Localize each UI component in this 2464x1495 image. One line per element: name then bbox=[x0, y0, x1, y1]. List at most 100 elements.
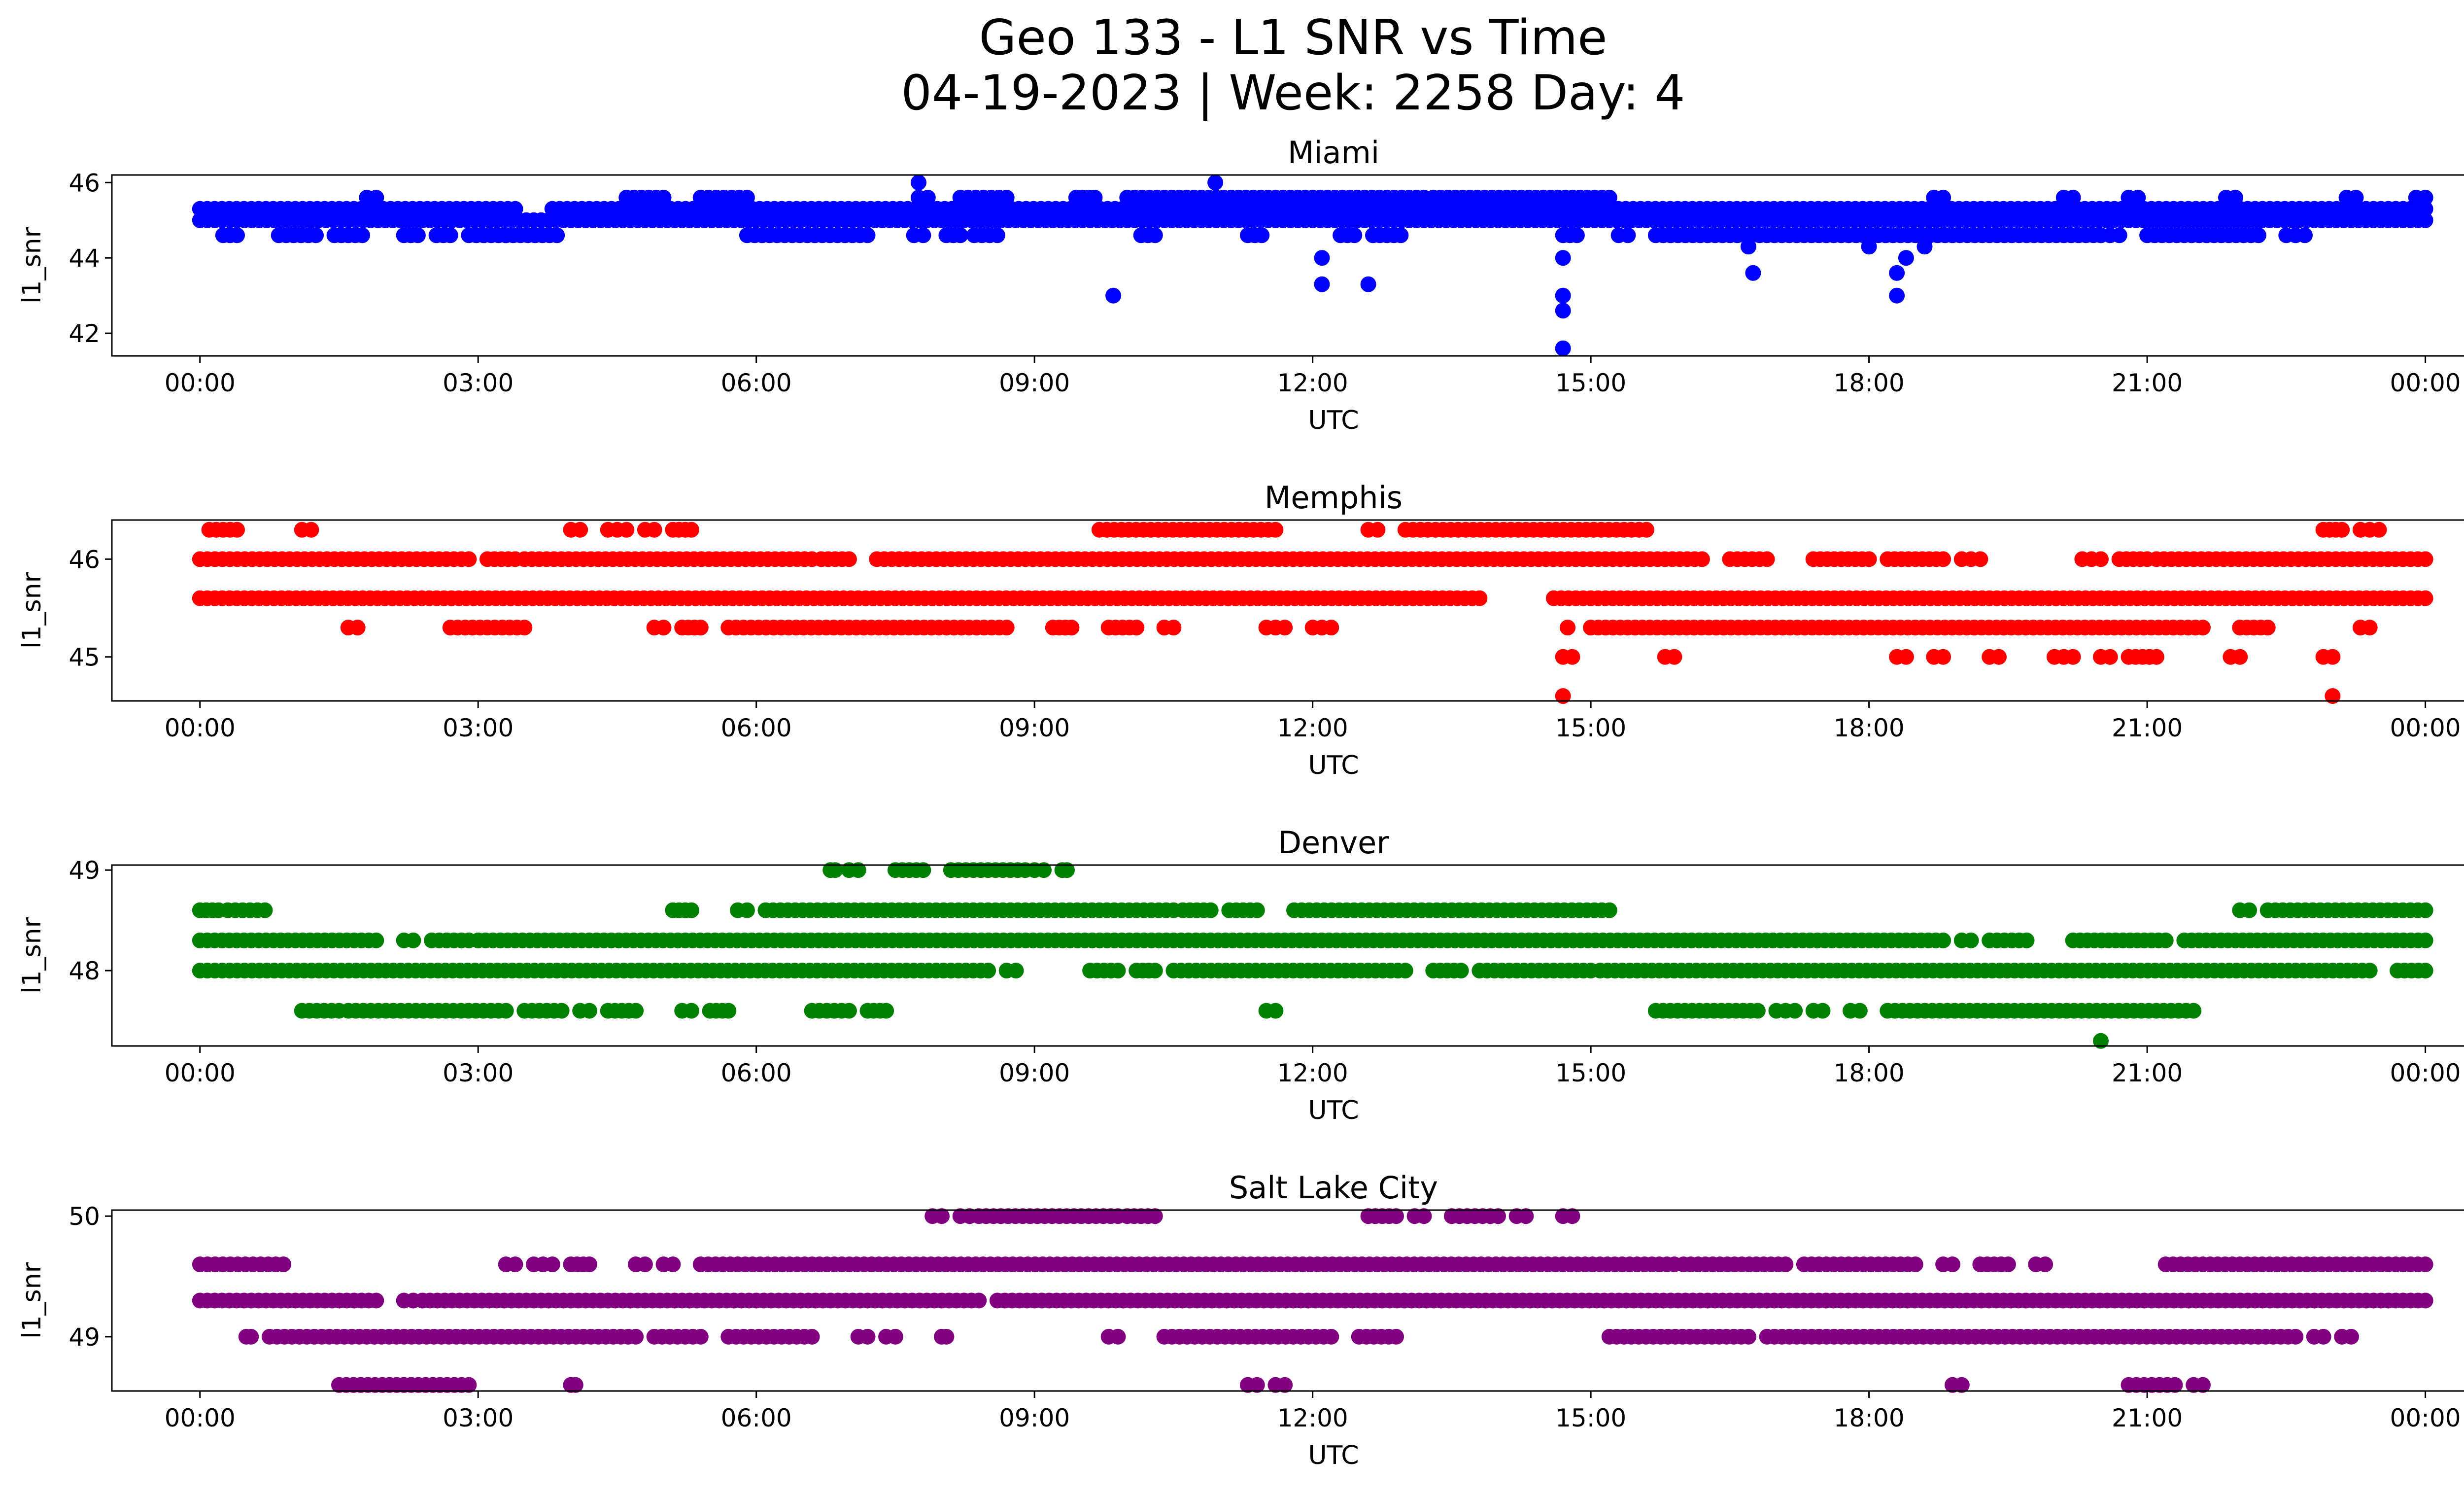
x-tick-label: 06:00 bbox=[721, 714, 792, 742]
data-point bbox=[2148, 649, 2164, 665]
data-point bbox=[461, 1377, 477, 1393]
data-point bbox=[1202, 902, 1219, 918]
data-point bbox=[2417, 902, 2433, 918]
data-point bbox=[692, 1328, 709, 1345]
x-axis-label: UTC bbox=[1308, 1096, 1359, 1125]
y-axis-label: l1_snr bbox=[17, 1262, 47, 1339]
data-point bbox=[410, 227, 426, 243]
x-tick-label: 15:00 bbox=[1555, 1404, 1626, 1432]
data-point bbox=[646, 522, 662, 538]
data-point bbox=[1907, 1256, 1923, 1273]
data-point bbox=[980, 963, 996, 979]
data-point bbox=[1453, 963, 1469, 979]
data-point bbox=[1694, 551, 1710, 567]
x-tick-label: 09:00 bbox=[999, 1059, 1070, 1087]
data-point bbox=[2019, 932, 2035, 948]
x-tick-label: 18:00 bbox=[1834, 369, 1905, 397]
x-tick-label: 18:00 bbox=[1834, 1404, 1905, 1432]
data-point bbox=[1360, 276, 1376, 292]
data-point bbox=[2227, 189, 2243, 206]
data-point bbox=[553, 1003, 570, 1019]
x-tick-label: 00:00 bbox=[2390, 1059, 2461, 1087]
data-point bbox=[2325, 688, 2341, 704]
data-point bbox=[2334, 522, 2350, 538]
data-point bbox=[1898, 649, 1914, 665]
y-tick-label: 49 bbox=[68, 1323, 100, 1352]
data-point bbox=[655, 189, 672, 206]
x-tick-label: 03:00 bbox=[443, 1404, 513, 1432]
data-point bbox=[1063, 620, 1080, 636]
data-point bbox=[2167, 1377, 2183, 1393]
data-point bbox=[1323, 1328, 1339, 1345]
plot-frame bbox=[111, 1209, 2464, 1392]
data-point bbox=[2297, 227, 2313, 243]
data-point bbox=[1560, 620, 1576, 636]
data-points bbox=[192, 174, 2433, 356]
y-tick-label: 45 bbox=[68, 643, 100, 672]
x-tick-label: 21:00 bbox=[2112, 369, 2183, 397]
data-point bbox=[516, 620, 533, 636]
data-point bbox=[998, 620, 1015, 636]
x-tick-label: 09:00 bbox=[999, 369, 1070, 397]
data-point bbox=[920, 189, 936, 206]
data-point bbox=[1346, 227, 1363, 243]
data-point bbox=[1207, 174, 1224, 191]
data-point bbox=[308, 227, 324, 243]
x-tick-label: 06:00 bbox=[721, 1404, 792, 1432]
plot-frame bbox=[111, 519, 2464, 702]
x-tick-label: 12:00 bbox=[1277, 1059, 1348, 1087]
data-point bbox=[1935, 551, 1951, 567]
x-tick-label: 06:00 bbox=[721, 1059, 792, 1087]
data-point bbox=[618, 522, 635, 538]
data-point bbox=[915, 227, 931, 243]
subplot-denver: 00:00 03:00 06:00 09:00 12:00 15:00 18:00 21:00… bbox=[17, 825, 2464, 1125]
x-tick-label: 03:00 bbox=[443, 369, 513, 397]
x-tick-label: 00:00 bbox=[165, 714, 236, 742]
subplot-title: Denver bbox=[1278, 825, 1389, 861]
data-point bbox=[442, 227, 458, 243]
x-tick-label: 15:00 bbox=[1555, 1059, 1626, 1087]
data-point bbox=[544, 1256, 560, 1273]
data-point bbox=[1569, 227, 1585, 243]
subplot-title: Salt Lake City bbox=[1229, 1170, 1438, 1206]
data-point bbox=[739, 902, 755, 918]
data-point bbox=[1110, 963, 1126, 979]
subplot-grid: 00:00 03:00 06:00 09:00 12:00 15:00 18:00 21:00… bbox=[17, 135, 2464, 1470]
x-tick-label: 03:00 bbox=[443, 1059, 513, 1087]
data-point bbox=[1147, 1208, 1163, 1224]
data-point bbox=[1323, 620, 1339, 636]
data-point bbox=[1953, 1377, 1970, 1393]
data-point bbox=[2232, 649, 2248, 665]
data-point bbox=[655, 620, 672, 636]
data-point bbox=[1555, 688, 1571, 704]
data-point bbox=[1972, 551, 1988, 567]
data-point bbox=[2371, 522, 2387, 538]
data-point bbox=[971, 1292, 987, 1309]
data-point bbox=[859, 227, 876, 243]
data-point bbox=[1741, 239, 1756, 255]
data-point bbox=[850, 862, 866, 878]
data-point bbox=[1036, 862, 1052, 878]
data-point bbox=[368, 1292, 384, 1309]
data-point bbox=[1916, 239, 1933, 255]
data-point bbox=[2417, 201, 2433, 217]
data-point bbox=[841, 1003, 857, 1019]
data-point bbox=[1147, 963, 1163, 979]
data-point bbox=[827, 862, 843, 878]
subplot-salt-lake-city: 00:00 03:00 06:00 09:00 12:00 15:00 18:00 21:00… bbox=[17, 1170, 2464, 1470]
data-point bbox=[2288, 1328, 2304, 1345]
data-point bbox=[2315, 1328, 2331, 1345]
data-point bbox=[859, 1328, 876, 1345]
data-point bbox=[354, 227, 370, 243]
data-point bbox=[549, 227, 565, 243]
data-point bbox=[1110, 1328, 1126, 1345]
data-point bbox=[1861, 551, 1877, 567]
x-axis-label: UTC bbox=[1308, 751, 1359, 780]
data-point bbox=[2037, 1256, 2053, 1273]
data-point bbox=[1898, 250, 1914, 266]
x-tick-label: 18:00 bbox=[1834, 1059, 1905, 1087]
data-point bbox=[461, 551, 477, 567]
data-point bbox=[1889, 287, 1905, 304]
plot-frame bbox=[111, 174, 2464, 357]
